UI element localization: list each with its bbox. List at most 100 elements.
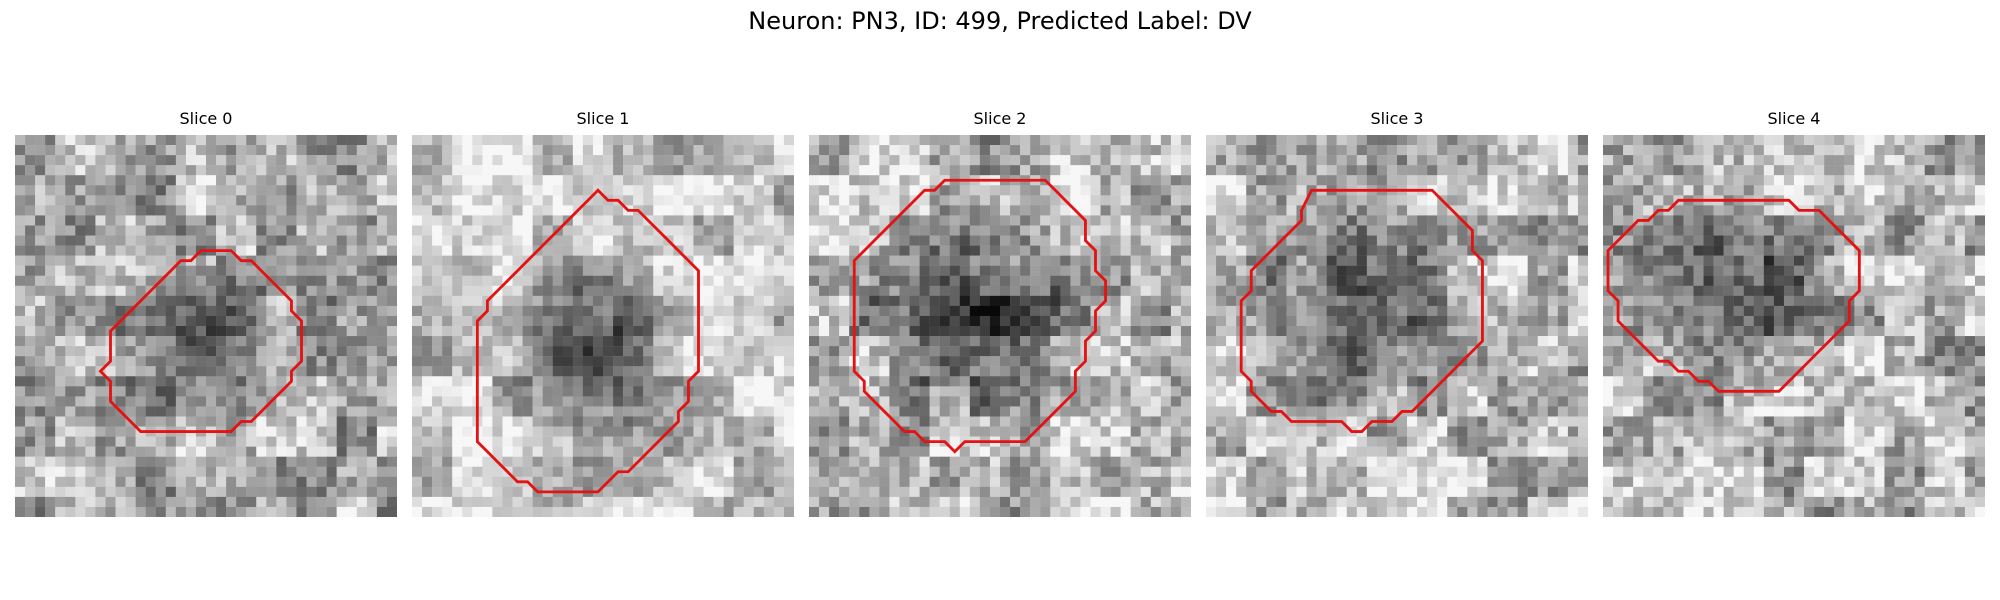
pixel — [859, 427, 869, 437]
pixel — [889, 246, 899, 256]
pixel — [533, 416, 543, 426]
pixel — [126, 507, 136, 517]
pixel — [462, 346, 472, 356]
pixel — [422, 416, 432, 426]
pixel — [226, 185, 236, 195]
pixel — [116, 507, 126, 517]
pixel — [482, 487, 492, 497]
pixel — [1327, 175, 1337, 185]
pixel — [472, 195, 482, 205]
pixel — [387, 467, 397, 477]
pixel — [829, 195, 839, 205]
pixel — [25, 175, 35, 185]
pixel — [307, 135, 317, 145]
pixel — [764, 467, 774, 477]
pixel — [1050, 256, 1060, 266]
pixel — [1528, 165, 1538, 175]
pixel — [55, 155, 65, 165]
pixel — [693, 236, 703, 246]
pixel — [256, 175, 266, 185]
pixel — [970, 266, 980, 276]
pixel — [1397, 215, 1407, 225]
pixel — [35, 396, 45, 406]
pixel — [1111, 406, 1121, 416]
pixel — [387, 396, 397, 406]
pixel — [1347, 296, 1357, 306]
pixel — [1030, 135, 1040, 145]
pixel — [116, 437, 126, 447]
pixel — [35, 356, 45, 366]
pixel — [1000, 447, 1010, 457]
pixel — [1070, 427, 1080, 437]
pixel — [1121, 256, 1131, 266]
pixel — [683, 447, 693, 457]
pixel — [1407, 276, 1417, 286]
pixel — [734, 376, 744, 386]
pixel — [377, 467, 387, 477]
pixel — [357, 396, 367, 406]
pixel — [889, 266, 899, 276]
pixel — [1337, 135, 1347, 145]
pixel — [849, 457, 859, 467]
pixel — [1216, 185, 1226, 195]
pixel — [1121, 507, 1131, 517]
pixel — [256, 165, 266, 175]
pixel — [1407, 215, 1417, 225]
pixel — [357, 246, 367, 256]
pixel — [839, 276, 849, 286]
pixel — [256, 336, 266, 346]
pixel — [1101, 185, 1111, 195]
pixel — [1010, 326, 1020, 336]
pixel — [1226, 266, 1236, 276]
pixel — [156, 457, 166, 467]
pixel — [246, 326, 256, 336]
pixel — [764, 366, 774, 376]
pixel — [980, 276, 990, 286]
pixel — [704, 356, 714, 366]
pixel — [226, 326, 236, 336]
pixel — [452, 386, 462, 396]
pixel — [95, 246, 105, 256]
pixel — [734, 487, 744, 497]
pixel — [1141, 356, 1151, 366]
pixel — [422, 286, 432, 296]
pixel — [367, 467, 377, 477]
pixel — [492, 316, 502, 326]
pixel — [95, 487, 105, 497]
pixel — [1121, 336, 1131, 346]
pixel — [1060, 326, 1070, 336]
pixel — [633, 477, 643, 487]
pixel — [1101, 427, 1111, 437]
pixel — [613, 507, 623, 517]
pixel — [774, 246, 784, 256]
pixel — [859, 306, 869, 316]
pixel — [452, 326, 462, 336]
pixel — [633, 225, 643, 235]
pixel — [286, 175, 296, 185]
pixel — [623, 326, 633, 336]
pixel — [156, 175, 166, 185]
pixel — [889, 135, 899, 145]
pixel — [869, 366, 879, 376]
pixel — [1121, 447, 1131, 457]
pixel — [186, 507, 196, 517]
pixel — [1050, 276, 1060, 286]
pixel — [452, 457, 462, 467]
pixel — [317, 386, 327, 396]
pixel — [422, 236, 432, 246]
pixel — [236, 246, 246, 256]
pixel — [869, 346, 879, 356]
pixel — [136, 396, 146, 406]
pixel — [1020, 215, 1030, 225]
pixel — [286, 467, 296, 477]
pixel — [85, 507, 95, 517]
pixel — [327, 477, 337, 487]
pixel — [603, 165, 613, 175]
pixel — [492, 396, 502, 406]
pixel — [1417, 145, 1427, 155]
pixel — [940, 215, 950, 225]
pixel — [317, 135, 327, 145]
pixel — [744, 416, 754, 426]
pixel — [1377, 286, 1387, 296]
pixel — [166, 326, 176, 336]
